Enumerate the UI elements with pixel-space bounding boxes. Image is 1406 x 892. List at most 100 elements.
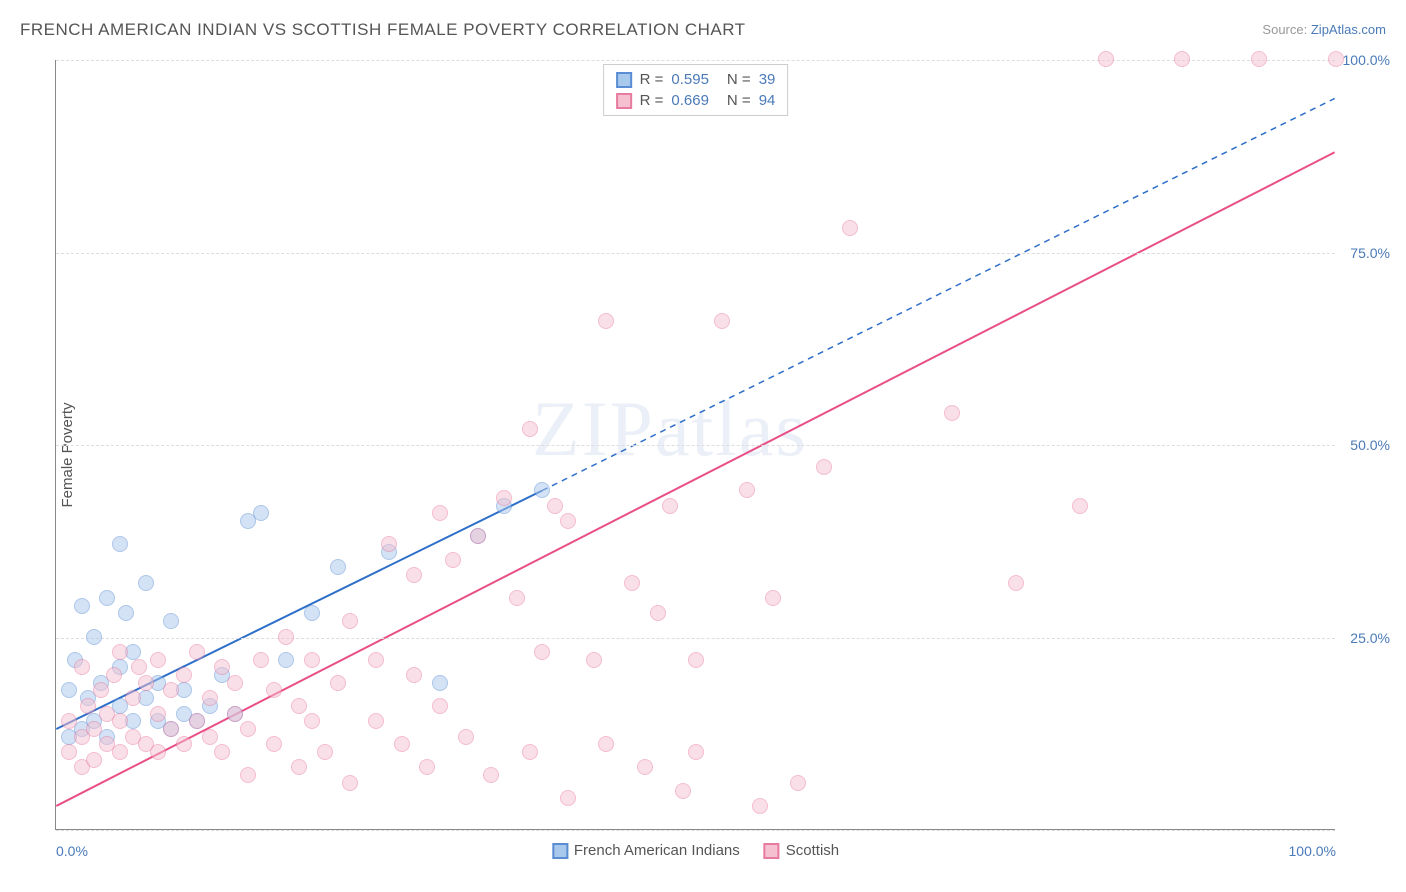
data-point: [214, 744, 230, 760]
data-point: [214, 659, 230, 675]
data-point: [202, 690, 218, 706]
data-point: [125, 690, 141, 706]
data-point: [227, 706, 243, 722]
r-label: R =: [640, 71, 664, 88]
data-point: [406, 567, 422, 583]
data-point: [1251, 51, 1267, 67]
data-point: [138, 575, 154, 591]
data-point: [752, 798, 768, 814]
gridline: [56, 445, 1335, 446]
data-point: [688, 744, 704, 760]
source-label: Source:: [1262, 22, 1307, 37]
data-point: [112, 744, 128, 760]
data-point: [368, 652, 384, 668]
data-point: [304, 605, 320, 621]
n-label: N =: [727, 71, 751, 88]
data-point: [86, 752, 102, 768]
gridline: [56, 253, 1335, 254]
data-point: [86, 721, 102, 737]
data-point: [790, 775, 806, 791]
data-point: [138, 675, 154, 691]
trend-line-extrapolated: [542, 98, 1335, 490]
data-point: [131, 659, 147, 675]
data-point: [266, 736, 282, 752]
data-point: [534, 644, 550, 660]
data-point: [202, 729, 218, 745]
legend-swatch: [764, 843, 780, 859]
data-point: [739, 482, 755, 498]
data-point: [842, 220, 858, 236]
data-point: [394, 736, 410, 752]
r-value: 0.669: [671, 92, 709, 109]
data-point: [330, 675, 346, 691]
y-tick-label: 75.0%: [1350, 245, 1390, 261]
data-point: [560, 513, 576, 529]
data-point: [432, 698, 448, 714]
legend-label: Scottish: [786, 842, 839, 859]
data-point: [637, 759, 653, 775]
data-point: [112, 536, 128, 552]
data-point: [253, 505, 269, 521]
n-value: 39: [759, 71, 776, 88]
correlation-legend: R =0.595N =39R =0.669N =94: [603, 64, 789, 116]
data-point: [419, 759, 435, 775]
data-point: [1098, 51, 1114, 67]
data-point: [1174, 51, 1190, 67]
data-point: [86, 629, 102, 645]
data-point: [240, 767, 256, 783]
data-point: [163, 721, 179, 737]
r-value: 0.595: [671, 71, 709, 88]
data-point: [278, 629, 294, 645]
data-point: [765, 590, 781, 606]
y-tick-label: 25.0%: [1350, 630, 1390, 646]
legend-stats-row: R = 0.595 N = 39: [616, 69, 776, 90]
data-point: [304, 713, 320, 729]
data-point: [163, 613, 179, 629]
data-point: [662, 498, 678, 514]
gridline: [56, 830, 1335, 831]
data-point: [150, 652, 166, 668]
data-point: [227, 675, 243, 691]
x-tick-label: 0.0%: [56, 843, 88, 859]
y-tick-label: 50.0%: [1350, 437, 1390, 453]
x-tick-label: 100.0%: [1289, 843, 1336, 859]
data-point: [61, 713, 77, 729]
plot-region: ZIPatlas R =0.595N =39R =0.669N =94 Fren…: [55, 60, 1335, 830]
legend-stats-row: R =0.669N =94: [616, 90, 776, 111]
data-point: [80, 698, 96, 714]
source-link[interactable]: ZipAtlas.com: [1311, 22, 1386, 37]
data-point: [93, 682, 109, 698]
data-point: [470, 528, 486, 544]
data-point: [61, 682, 77, 698]
data-point: [189, 644, 205, 660]
legend-item: Scottish: [764, 842, 839, 859]
data-point: [176, 667, 192, 683]
data-point: [586, 652, 602, 668]
data-point: [99, 590, 115, 606]
r-label: R =: [640, 92, 664, 109]
y-tick-label: 100.0%: [1343, 52, 1390, 68]
data-point: [714, 313, 730, 329]
legend-item: French American Indians: [552, 842, 740, 859]
data-point: [534, 482, 550, 498]
data-point: [509, 590, 525, 606]
data-point: [458, 729, 474, 745]
data-point: [61, 744, 77, 760]
data-point: [266, 682, 282, 698]
data-point: [522, 744, 538, 760]
data-point: [240, 721, 256, 737]
data-point: [406, 667, 422, 683]
data-point: [483, 767, 499, 783]
source-attribution: Source: ZipAtlas.com: [1262, 22, 1386, 37]
data-point: [330, 559, 346, 575]
gridline: [56, 60, 1335, 61]
legend-swatch: [616, 93, 632, 109]
data-point: [496, 490, 512, 506]
legend-label: French American Indians: [574, 842, 740, 859]
data-point: [278, 652, 294, 668]
data-point: [189, 713, 205, 729]
data-point: [624, 575, 640, 591]
data-point: [598, 736, 614, 752]
chart-title: FRENCH AMERICAN INDIAN VS SCOTTISH FEMAL…: [20, 20, 746, 40]
data-point: [163, 682, 179, 698]
